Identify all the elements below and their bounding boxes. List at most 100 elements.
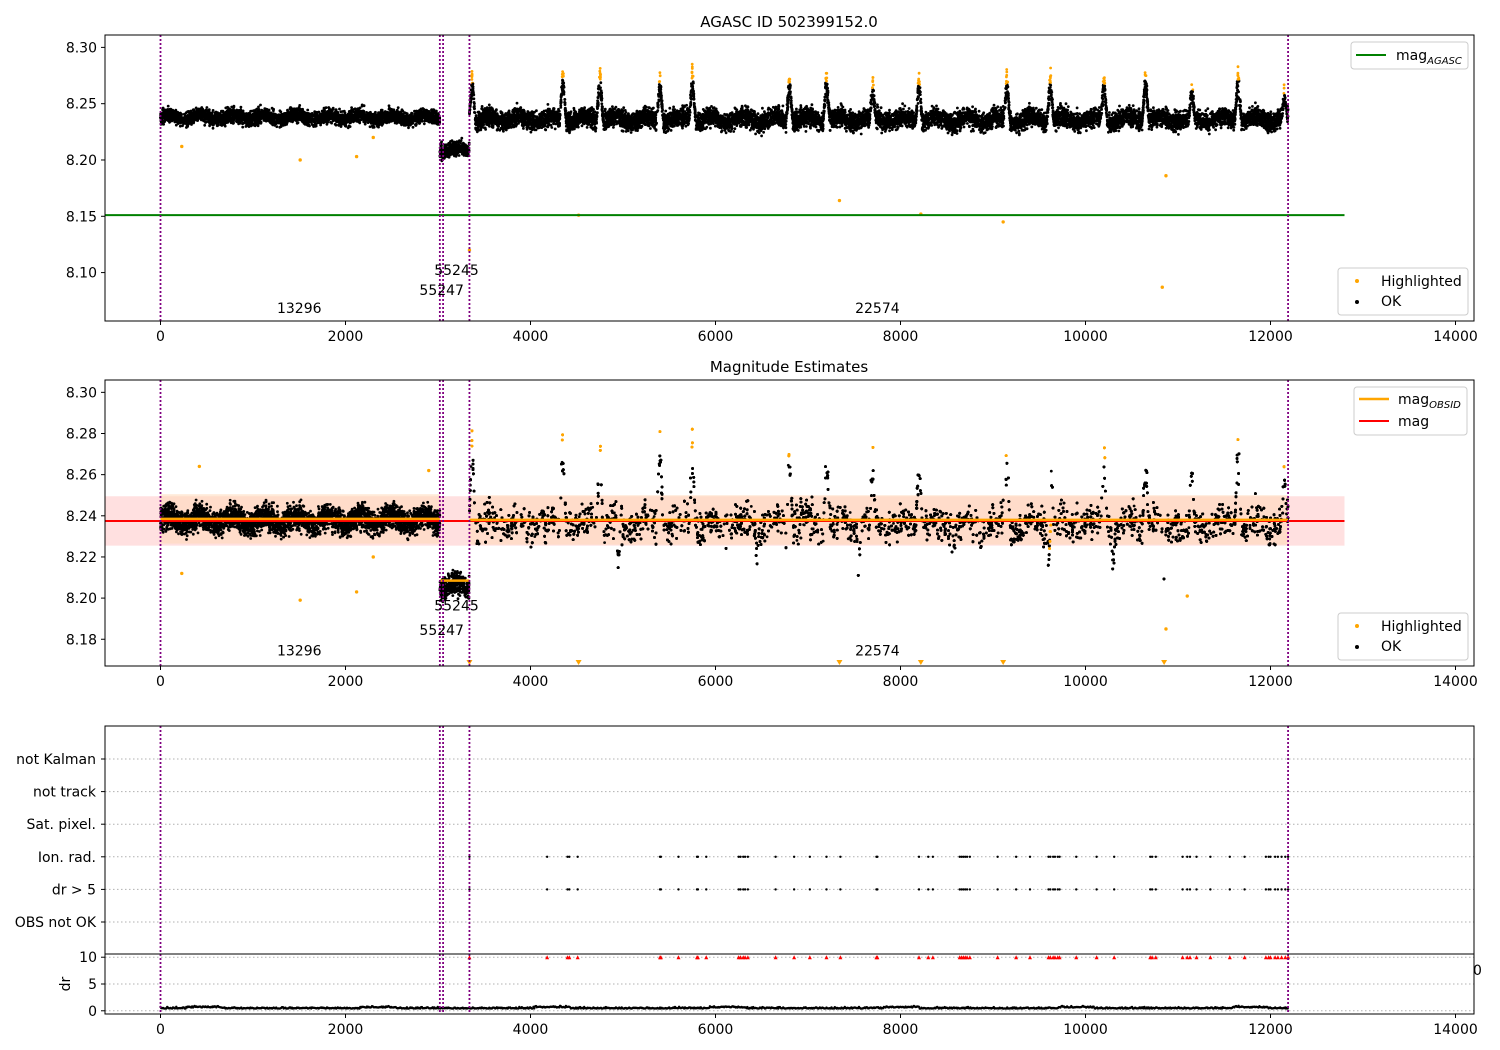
point-1-1688 bbox=[334, 123, 338, 127]
point-1-3177 bbox=[255, 116, 259, 120]
point-1-3288 bbox=[224, 115, 228, 119]
point-1-230 bbox=[174, 123, 178, 127]
point-1-3304 bbox=[277, 121, 280, 125]
point-1-2598 bbox=[387, 104, 391, 108]
point-1-3241 bbox=[379, 115, 383, 119]
point-1-3319 bbox=[435, 109, 438, 113]
point-1-2967 bbox=[404, 116, 407, 120]
point-1-3307 bbox=[402, 119, 406, 123]
point-1-3251 bbox=[288, 118, 292, 122]
point-1-3311 bbox=[208, 117, 212, 121]
point-1-1487 bbox=[396, 106, 400, 109]
point-1-3210 bbox=[217, 120, 221, 123]
point-1-3269 bbox=[341, 115, 345, 119]
point-1-3236 bbox=[372, 122, 375, 126]
point-1-3290 bbox=[189, 116, 193, 120]
point-1-3658 bbox=[444, 155, 447, 159]
point-1-2868 bbox=[267, 112, 271, 116]
point-1-3310 bbox=[215, 117, 219, 120]
point-1-1167 bbox=[239, 105, 243, 109]
point-1-3196 bbox=[429, 120, 433, 123]
point-1-3577 bbox=[460, 136, 464, 140]
point-1-3275 bbox=[423, 116, 427, 120]
point-1-544 bbox=[278, 109, 282, 113]
point-1-3254 bbox=[280, 122, 284, 126]
point-1-2417 bbox=[244, 119, 248, 123]
point-1-3195 bbox=[349, 113, 353, 117]
point-1-3101 bbox=[356, 112, 359, 115]
point-1-3246 bbox=[213, 121, 217, 124]
point-1-3320 bbox=[199, 117, 203, 120]
point-1-2199 bbox=[374, 110, 377, 114]
point-1-3092 bbox=[200, 108, 204, 112]
point-1-3234 bbox=[296, 109, 300, 112]
point-1-3171 bbox=[196, 119, 200, 122]
point-1-314 bbox=[422, 122, 426, 126]
point-1-2431 bbox=[289, 106, 292, 109]
point-1-3201 bbox=[352, 115, 355, 119]
point-1-3175 bbox=[379, 112, 383, 116]
point-1-2827 bbox=[325, 122, 329, 126]
point-1-3298 bbox=[417, 114, 420, 117]
point-1-3129 bbox=[186, 120, 190, 124]
point-1-3066 bbox=[346, 116, 350, 120]
point-1-3249 bbox=[335, 112, 339, 115]
point-1-3263 bbox=[257, 113, 260, 117]
point-1-3317 bbox=[229, 113, 233, 117]
point-1-2953 bbox=[235, 120, 239, 124]
point-1-3308 bbox=[193, 113, 197, 117]
point-1-2880 bbox=[222, 112, 226, 115]
point-1-3045 bbox=[253, 124, 257, 128]
point-1-3056 bbox=[258, 110, 262, 114]
point-1-3671 bbox=[444, 151, 448, 155]
point-1-3639 bbox=[447, 142, 451, 146]
point-1-2566 bbox=[362, 119, 366, 123]
point-1-3115 bbox=[247, 112, 250, 115]
point-1-3259 bbox=[238, 117, 242, 121]
point-1-3649 bbox=[454, 154, 458, 158]
point-1-3176 bbox=[253, 112, 257, 115]
agasc-panel: AGASC ID 502399152.0 1329655247552452257… bbox=[66, 13, 1478, 345]
point-1-2543 bbox=[313, 110, 317, 114]
point-1-3318 bbox=[263, 111, 267, 115]
point-1-3004 bbox=[177, 114, 181, 117]
point-1-3279 bbox=[368, 113, 371, 117]
point-1-2874 bbox=[388, 107, 391, 111]
point-1-3305 bbox=[375, 122, 379, 125]
point-1-3673 bbox=[451, 147, 454, 150]
point-1-3242 bbox=[369, 117, 372, 121]
point-1-2156 bbox=[246, 122, 250, 126]
point-1-2853 bbox=[275, 125, 279, 129]
point-1-2444 bbox=[241, 109, 245, 113]
point-1-4143 bbox=[672, 105, 675, 109]
point-1-2191 bbox=[423, 119, 427, 123]
point-1-3154 bbox=[273, 115, 277, 119]
point-1-3300 bbox=[292, 115, 295, 118]
point-1-3243 bbox=[286, 113, 289, 117]
point-1-2747 bbox=[407, 126, 410, 130]
point-1-289 bbox=[257, 105, 260, 109]
point-1-2219 bbox=[353, 107, 357, 111]
point-1-2973 bbox=[282, 118, 286, 122]
point-1-3285 bbox=[415, 120, 419, 123]
point-1-3312 bbox=[205, 116, 209, 120]
point-1-3070 bbox=[204, 120, 208, 124]
point-1-3002 bbox=[394, 112, 398, 116]
point-1-3238 bbox=[354, 117, 358, 121]
point-1-3306 bbox=[323, 113, 327, 117]
point-1-1228 bbox=[205, 106, 209, 109]
point-1-3270 bbox=[333, 116, 337, 120]
point-1-3189 bbox=[295, 117, 298, 121]
point-1-3135 bbox=[411, 119, 414, 123]
point-1-3250 bbox=[429, 115, 433, 119]
point-1-3661 bbox=[462, 154, 466, 157]
point-1-3049 bbox=[263, 107, 267, 111]
point-1-3204 bbox=[197, 109, 201, 112]
point-1-4126 bbox=[598, 67, 602, 70]
point-1-2938 bbox=[366, 121, 370, 124]
point-1-2983 bbox=[388, 116, 391, 119]
point-1-4732 bbox=[828, 129, 832, 132]
point-1-2140 bbox=[257, 108, 261, 111]
point-1-3127 bbox=[225, 112, 229, 116]
point-1-696 bbox=[306, 108, 310, 112]
